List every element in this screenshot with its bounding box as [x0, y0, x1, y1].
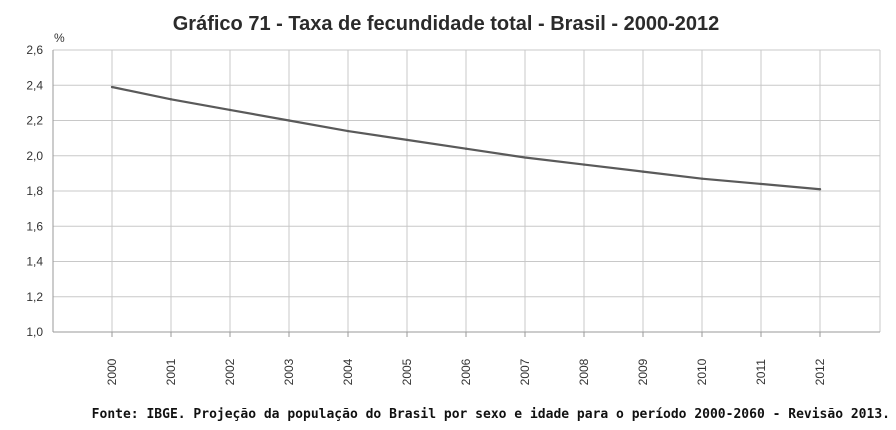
- y-tick-label: 1,8: [26, 184, 43, 198]
- y-tick-label: 2,0: [26, 149, 43, 163]
- data-point: [228, 108, 232, 112]
- y-tick-label: 2,6: [26, 43, 43, 57]
- data-point: [169, 98, 173, 101]
- y-tick-label: 1,2: [26, 290, 43, 304]
- data-point: [346, 129, 350, 133]
- data-point: [818, 188, 822, 191]
- chart-title: Gráfico 71 - Taxa de fecundidade total -…: [173, 13, 720, 35]
- data-point: [582, 163, 586, 166]
- y-axis-unit-label: %: [54, 31, 65, 45]
- x-tick-label: 2010: [695, 358, 709, 385]
- y-tick-label: 2,2: [26, 114, 43, 128]
- source-note: Fonte: IBGE. Projeção da população do Br…: [92, 407, 890, 422]
- y-tick-label: 1,6: [26, 219, 43, 233]
- x-axis-ticks: 2000 2001 2002 2003 2004 2005 2006 2007 2008 2009…: [105, 358, 827, 385]
- data-point: [523, 156, 527, 159]
- data-point: [700, 177, 704, 180]
- x-tick-label: 2000: [105, 358, 119, 385]
- x-tick-label: 2006: [459, 358, 473, 385]
- data-point: [641, 170, 645, 173]
- data-point: [405, 138, 409, 142]
- data-point: [110, 85, 114, 89]
- y-tick-label: 2,4: [26, 78, 43, 92]
- y-tick-label: 1,0: [26, 325, 43, 339]
- x-tick-label: 2007: [518, 358, 532, 385]
- x-tick-label: 2008: [577, 358, 591, 385]
- y-axis-ticks: 1,0 1,2 1,4 1,6 1,8 2,0 2,2 2,4 2,6: [26, 43, 43, 339]
- y-tick-label: 1,4: [26, 255, 43, 269]
- x-tick-label: 2012: [813, 358, 827, 385]
- x-tick-label: 2005: [400, 358, 414, 385]
- x-tick-label: 2004: [341, 358, 355, 385]
- series: [110, 85, 822, 191]
- grid: [53, 49, 881, 333]
- x-tick-label: 2011: [754, 359, 768, 385]
- axes: [52, 50, 880, 337]
- x-tick-label: 2009: [636, 358, 650, 385]
- data-point: [287, 119, 291, 122]
- x-tick-label: 2002: [223, 358, 237, 385]
- x-tick-label: 2001: [164, 358, 178, 385]
- x-tick-label: 2003: [282, 358, 296, 385]
- data-point: [759, 182, 763, 186]
- data-point: [464, 147, 468, 150]
